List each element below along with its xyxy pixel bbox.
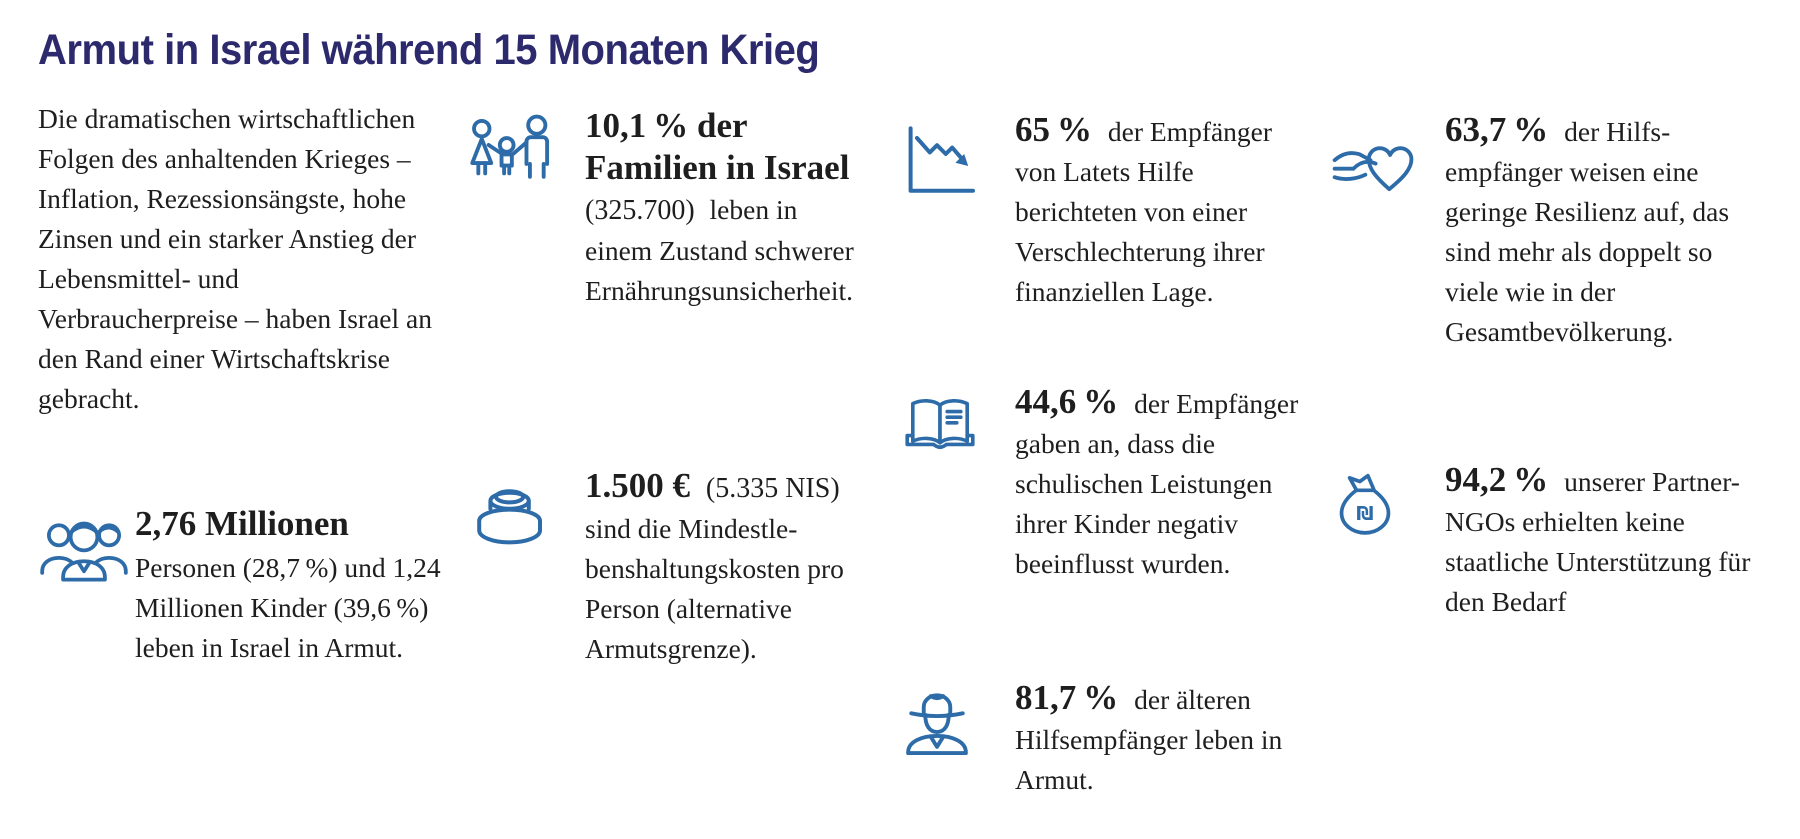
stat-minimum-costs: 1.500 € (5.335 NIS) sind die Mindestle­b… (468, 466, 908, 669)
stat-text: leben in einem Zustand schwerer Ernährun… (585, 194, 854, 306)
stat-value: 65 % (1015, 110, 1093, 149)
family-icon (470, 114, 550, 179)
pot-icon (477, 489, 542, 545)
stat-text: der Empfän­ger gaben an, dass die schuli… (1015, 388, 1299, 579)
money-bag-icon: ₪ (1339, 473, 1391, 535)
stat-food-insecurity: 10,1 % der Familien in Israel (325.700) … (468, 106, 898, 311)
stat-value: 63,7 % (1445, 110, 1549, 149)
stat-poverty-millions: 2,76 Millionen Personen (28,7 %) und 1,2… (38, 500, 478, 668)
stat-text: Personen (28,7 %) und 1,24 Millionen Kin… (135, 552, 441, 663)
stat-text: sind die Mindestle­benshaltungskosten pr… (585, 513, 844, 664)
stat-text: der Empfänger von Latets Hilfe berichtet… (1015, 116, 1273, 307)
svg-text:₪: ₪ (1356, 503, 1373, 525)
stat-value: 1.500 € (585, 466, 690, 505)
stat-elderly-poverty: 81,7 % der älteren Hilfsempfänger leben … (898, 678, 1348, 800)
stat-value: 94,2 % (1445, 460, 1549, 499)
open-book-icon (905, 399, 975, 449)
stat-value: 81,7 % (1015, 678, 1119, 717)
stat-financial-decline: 65 % der Empfänger von Latets Hilfe beri… (898, 110, 1338, 312)
stat-text: unserer Part­ner-NGOs erhielten keine st… (1445, 466, 1751, 617)
stat-school-performance: 44,6 % der Empfän­ger gaben an, dass die… (898, 382, 1338, 584)
hand-heart-icon (1332, 146, 1414, 192)
stat-suffix: (325.700) (585, 195, 695, 226)
stat-text: der Hilfs­empfänger weisen eine geringe … (1445, 116, 1730, 347)
stat-suffix: (5.335 NIS) (705, 473, 840, 504)
intro-paragraph: Die dramatischen wirtschaft­lichen Folge… (38, 103, 432, 414)
stat-value: 44,6 % (1015, 382, 1119, 421)
page-title: Armut in Israel während 15 Monaten Krieg (38, 26, 820, 74)
stat-low-resilience: 63,7 % der Hilfs­empfänger weisen eine g… (1332, 110, 1792, 352)
elderly-person-icon (906, 693, 968, 756)
stat-value: 2,76 Millionen (135, 504, 349, 543)
stat-ngo-funding: ₪ 94,2 % unserer Part­ner-NGOs erhielten… (1332, 460, 1792, 622)
people-group-icon (40, 521, 128, 582)
stat-value: 10,1 % der Familien in Israel (585, 106, 850, 187)
chart-down-icon (908, 126, 975, 193)
stat-text: der älteren Hilfsempfänger leben in Armu… (1015, 684, 1283, 795)
